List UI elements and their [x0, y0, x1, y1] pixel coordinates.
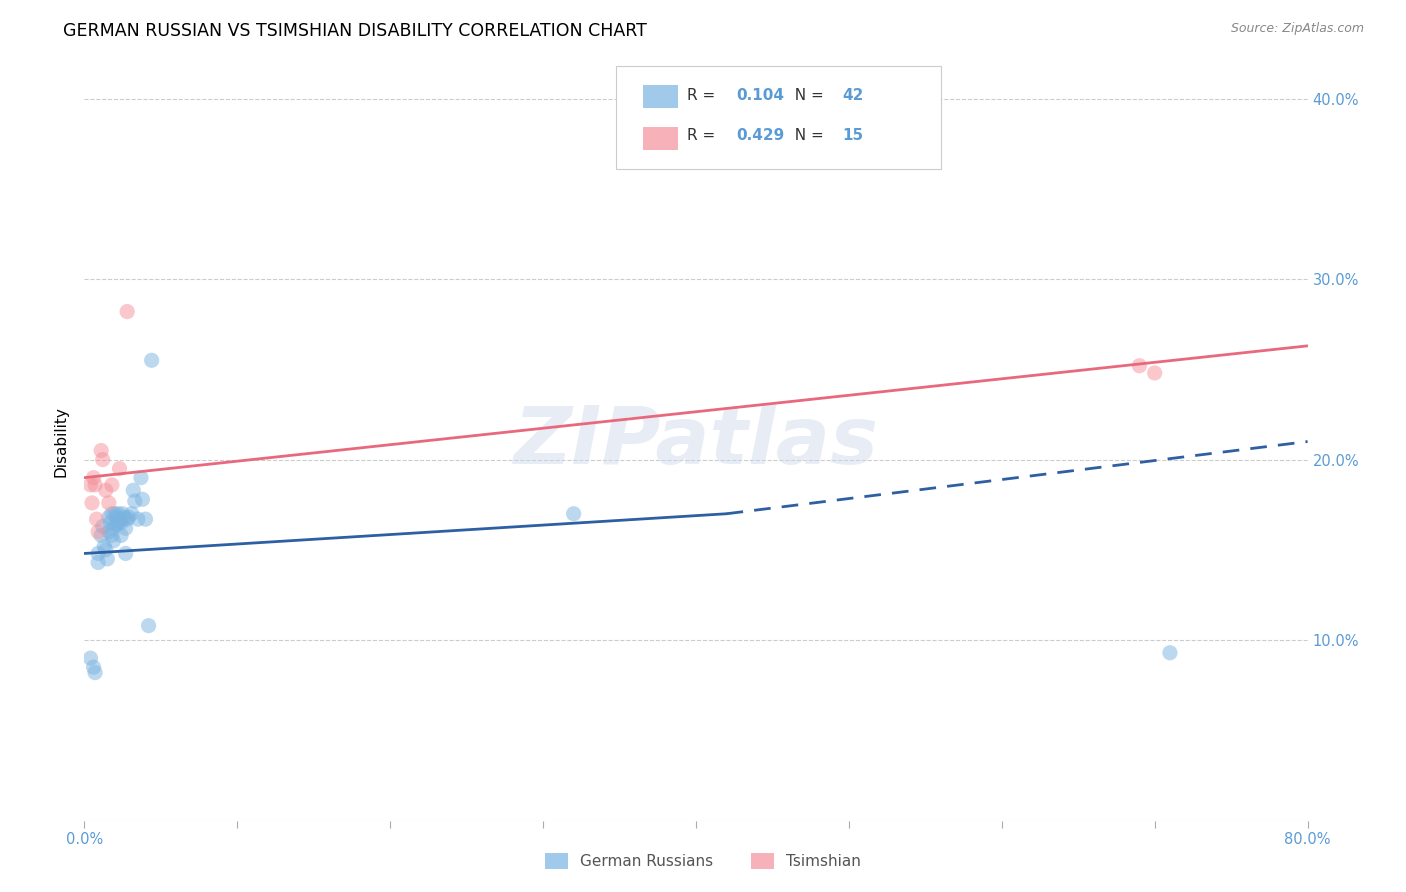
- Point: [97, 510, 120, 524]
- Point: [84, 665, 107, 680]
- Point: [141, 353, 163, 368]
- Point: [114, 521, 136, 535]
- Point: [93, 539, 115, 553]
- Point: [90, 443, 112, 458]
- Point: [108, 461, 131, 475]
- Point: [80, 496, 103, 510]
- Legend: German Russians, Tsimshian: German Russians, Tsimshian: [538, 847, 868, 875]
- Point: [104, 507, 127, 521]
- Point: [87, 524, 110, 539]
- Point: [108, 514, 131, 528]
- Point: [86, 512, 108, 526]
- Point: [115, 512, 138, 526]
- Point: [1159, 646, 1181, 660]
- Point: [87, 556, 110, 570]
- Text: R =: R =: [688, 87, 720, 103]
- Text: 15: 15: [842, 128, 863, 144]
- Point: [79, 478, 101, 492]
- Text: Source: ZipAtlas.com: Source: ZipAtlas.com: [1230, 22, 1364, 36]
- Point: [1128, 359, 1150, 373]
- Text: R =: R =: [688, 128, 720, 144]
- Point: [101, 528, 124, 542]
- Point: [122, 483, 145, 498]
- Y-axis label: Disability: Disability: [53, 406, 69, 477]
- Text: 42: 42: [842, 87, 865, 103]
- Text: N =: N =: [786, 87, 830, 103]
- Point: [96, 552, 118, 566]
- FancyBboxPatch shape: [644, 85, 678, 108]
- Point: [103, 533, 125, 548]
- Point: [98, 516, 121, 530]
- Point: [94, 483, 117, 498]
- Point: [83, 470, 105, 484]
- Point: [107, 507, 129, 521]
- Point: [121, 507, 143, 521]
- Point: [1143, 366, 1166, 380]
- Point: [124, 494, 146, 508]
- Point: [97, 524, 120, 539]
- Point: [135, 512, 157, 526]
- FancyBboxPatch shape: [644, 127, 678, 150]
- Point: [127, 512, 149, 526]
- Point: [115, 304, 138, 318]
- Point: [87, 546, 110, 560]
- Point: [110, 516, 132, 530]
- Point: [103, 521, 125, 535]
- Point: [84, 478, 107, 492]
- Point: [138, 618, 160, 632]
- Text: 0.429: 0.429: [737, 128, 785, 144]
- Point: [97, 496, 120, 510]
- FancyBboxPatch shape: [616, 66, 941, 169]
- Point: [111, 507, 134, 521]
- Point: [101, 478, 124, 492]
- Text: GERMAN RUSSIAN VS TSIMSHIAN DISABILITY CORRELATION CHART: GERMAN RUSSIAN VS TSIMSHIAN DISABILITY C…: [63, 22, 647, 40]
- Point: [91, 452, 114, 467]
- Point: [90, 528, 112, 542]
- Point: [562, 507, 585, 521]
- Text: 0.104: 0.104: [737, 87, 785, 103]
- Point: [110, 528, 132, 542]
- Text: N =: N =: [786, 128, 830, 144]
- Text: ZIPatlas: ZIPatlas: [513, 402, 879, 481]
- Point: [105, 510, 128, 524]
- Point: [94, 542, 117, 557]
- Point: [129, 470, 152, 484]
- Point: [112, 510, 135, 524]
- Point: [91, 519, 114, 533]
- Point: [114, 546, 136, 560]
- Point: [107, 516, 129, 530]
- Point: [101, 507, 124, 521]
- Point: [131, 492, 153, 507]
- Point: [83, 660, 105, 674]
- Point: [118, 510, 141, 524]
- Point: [105, 517, 128, 532]
- Point: [79, 651, 101, 665]
